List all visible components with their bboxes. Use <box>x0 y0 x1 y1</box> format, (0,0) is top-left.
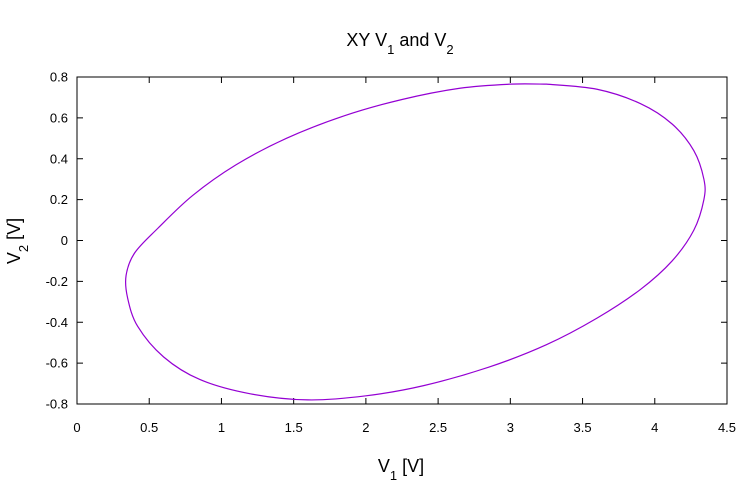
y-tick-label: -0.4 <box>46 315 68 330</box>
y-tick-label: 0.2 <box>50 192 68 207</box>
x-tick-label: 2.5 <box>429 420 447 435</box>
x-tick-label: 4.5 <box>718 420 736 435</box>
y-tick-label: 0.4 <box>50 151 68 166</box>
x-tick-label: 4 <box>651 420 658 435</box>
x-axis-title: V1 [V] <box>378 456 424 483</box>
y-tick-label: 0 <box>61 233 68 248</box>
series-line <box>124 83 706 401</box>
x-axis-title-sub: 1 <box>390 468 397 483</box>
x-axis-title-unit: [V] <box>397 456 424 476</box>
y-axis-title: V2 [V] <box>4 218 31 264</box>
x-axis-ticks: 0 0.5 1 1.5 2 2.5 3 3.5 4 4.5 <box>73 77 736 435</box>
y-tick-label: -0.8 <box>46 397 68 412</box>
x-tick-label: 1 <box>218 420 225 435</box>
x-axis-title-main: V <box>378 456 390 476</box>
x-tick-label: 0.5 <box>140 420 158 435</box>
y-axis-title-main: V <box>4 252 24 264</box>
chart-title-mid: and V <box>394 30 446 50</box>
y-tick-label: -0.6 <box>46 356 68 371</box>
x-tick-label: 3.5 <box>574 420 592 435</box>
series-layer <box>124 83 706 401</box>
y-axis-title-unit: [V] <box>4 218 24 245</box>
chart-title: XY V1 and V2 <box>346 30 453 57</box>
chart-title-sub2: 2 <box>446 42 453 57</box>
x-tick-label: 1.5 <box>285 420 303 435</box>
y-axis-ticks: -0.8 -0.6 -0.4 -0.2 0 0.2 0.4 0.6 0.8 <box>46 70 727 412</box>
x-tick-label: 3 <box>507 420 514 435</box>
x-tick-label: 0 <box>73 420 80 435</box>
y-tick-label: -0.2 <box>46 274 68 289</box>
y-tick-label: 0.6 <box>50 110 68 125</box>
y-axis-title-sub: 2 <box>16 245 31 252</box>
chart-title-main: XY V <box>346 30 387 50</box>
x-tick-label: 2 <box>362 420 369 435</box>
plot-area-border <box>76 76 728 405</box>
y-tick-label: 0.8 <box>50 70 68 85</box>
chart-title-sub1: 1 <box>387 42 394 57</box>
